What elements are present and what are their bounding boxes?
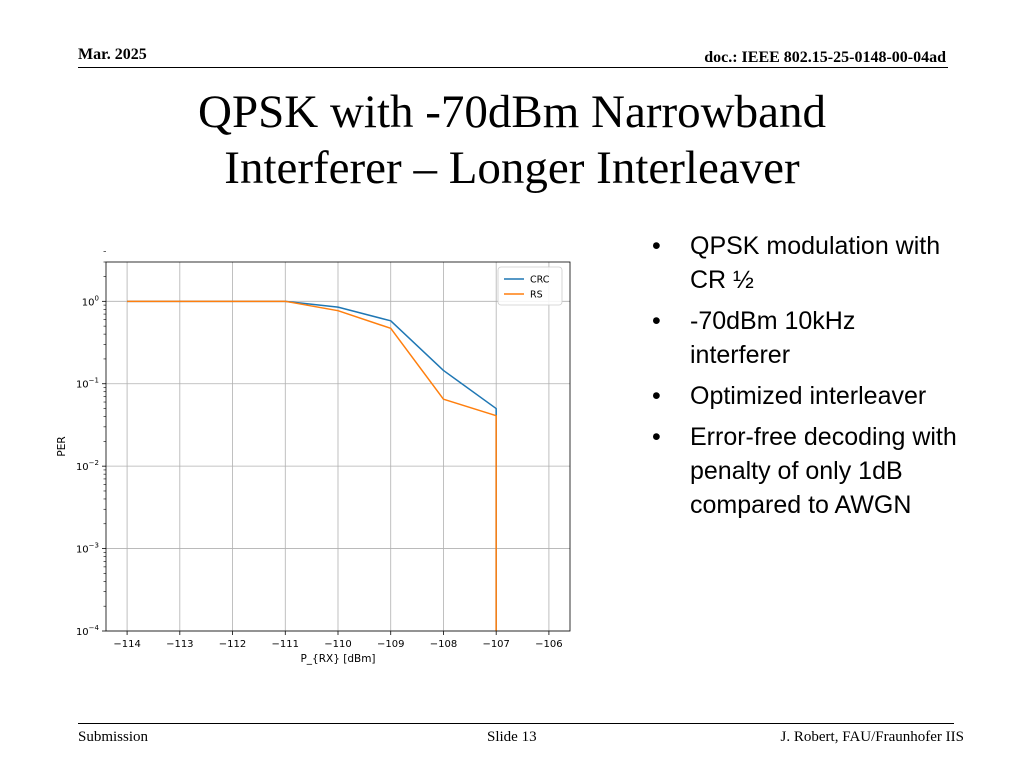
legend-box [497,266,563,306]
legend-label-crc: CRC [530,275,550,286]
bullet-dot: • [652,232,661,260]
footer-slide-number: Slide 13 [487,729,537,745]
bullet-dot: • [652,423,661,451]
y-tick-label: 10−3 [76,542,99,556]
x-tick-label: −110 [324,639,351,650]
x-tick-label: −113 [166,639,193,650]
x-tick-label: −108 [430,639,457,650]
y-axis-label: PER [56,436,68,456]
y-tick-label: 10−1 [76,377,99,391]
bullet-text: Error-free decoding with penalty of only… [690,423,957,519]
bullet-item: • -70dBm 10kHz interferer [652,304,962,372]
bullet-text: -70dBm 10kHz interferer [690,307,856,369]
x-tick-label: −107 [482,639,509,650]
slide-title-line-1: QPSK with -70dBm Narrowband [198,86,826,138]
y-tick-label: 100 [82,294,99,308]
bullet-text: QPSK modulation with CR ½ [690,232,941,294]
slide-title-line-2: Interferer – Longer Interleaver [224,142,800,194]
header-divider [78,67,948,68]
y-tick-label: 10−2 [76,459,99,473]
header-doc-id: doc.: IEEE 802.15-25-0148-00-04ad [704,49,946,66]
header-date: Mar. 2025 [78,46,147,63]
legend-label-rs: RS [530,290,543,301]
bullet-dot: • [652,382,661,410]
x-tick-label: −114 [113,639,140,650]
plot-frame [105,261,571,632]
bullet-item: • Optimized interleaver [652,379,962,413]
bullet-dot: • [652,307,661,335]
footer-divider [78,723,954,724]
x-tick-label: −111 [272,639,299,650]
x-axis-label: P_{RX} [dBm] [300,653,375,665]
bullet-item: • QPSK modulation with CR ½ [652,229,962,297]
slide-title: QPSK with -70dBm Narrowband Interferer –… [62,84,962,196]
bullet-list: • QPSK modulation with CR ½ • -70dBm 10kHz… [652,229,962,529]
bullet-text: Optimized interleaver [690,382,927,410]
bullet-item: • Error-free decoding with penalty of onl… [652,420,962,522]
x-tick-label: −106 [535,639,562,650]
x-tick-label: −112 [219,639,246,650]
x-tick-label: −109 [377,639,404,650]
per-chart: −114 −113 −112 −111 −110 −109 −108 −107 −106 100 1… [56,251,571,665]
y-tick-label: 10−4 [76,624,100,638]
footer-submission: Submission [78,729,149,745]
footer-author: J. Robert, FAU/Fraunhofer IIS [780,729,964,745]
series-line-rs [127,300,497,631]
